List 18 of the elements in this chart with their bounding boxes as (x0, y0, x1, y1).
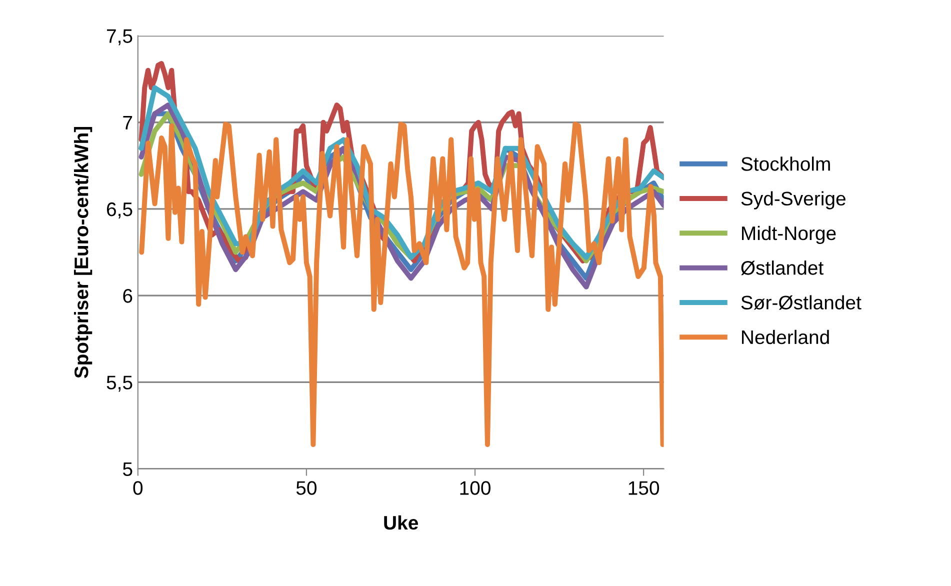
y-tick-label: 5 (123, 462, 132, 476)
y-tick-label: 7,5 (107, 29, 132, 46)
legend-label: Syd-Sverige (741, 191, 846, 210)
legend-label: Nederland (742, 330, 829, 344)
x-tick-label: 150 (628, 481, 660, 495)
x-tick-label: 50 (296, 481, 317, 495)
x-tick-label: 0 (133, 481, 143, 495)
y-axis-title: Spotpriser [Euro-cent/kWh] (74, 126, 92, 378)
y-tick-label: 6,5 (106, 202, 132, 218)
legend-label: Stockholm (741, 156, 830, 171)
legend-label: Østlandet (741, 260, 824, 276)
y-tick-label: 6 (123, 289, 132, 303)
legend-label: Midt-Norge (742, 226, 836, 244)
legend-label: Sør-Østlandet (741, 295, 862, 310)
x-axis-title: Uke (384, 515, 418, 530)
x-tick-label: 100 (460, 481, 490, 495)
y-tick-label: 7 (123, 116, 132, 130)
y-tick-label: 5,5 (106, 376, 132, 392)
